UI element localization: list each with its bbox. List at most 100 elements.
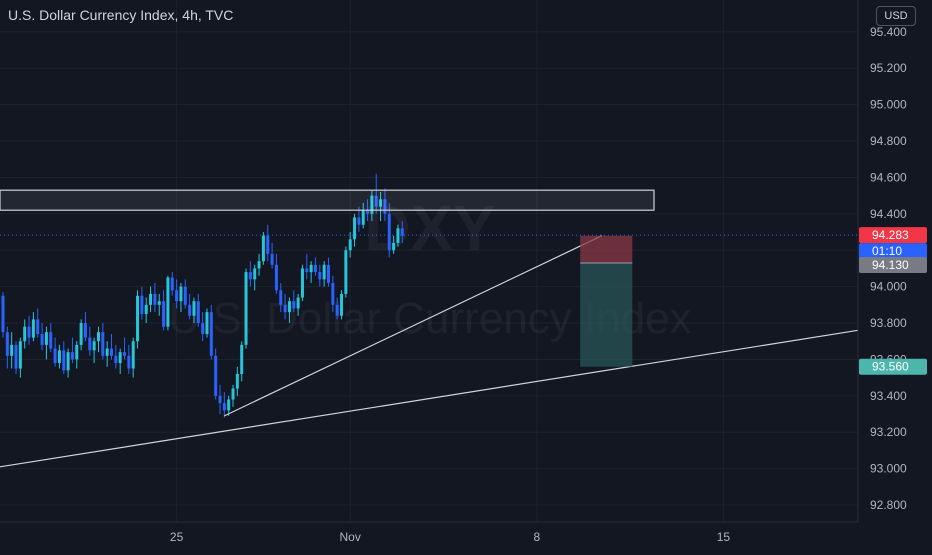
countdown-label: 01:10	[872, 244, 902, 258]
entry-price-label: 94.130	[872, 258, 909, 272]
candle-body	[244, 272, 248, 345]
candle-body	[175, 290, 179, 302]
countdown-label-bg	[859, 243, 927, 260]
candle-body	[335, 304, 339, 316]
candle-body	[279, 290, 283, 305]
candle-body	[348, 239, 352, 251]
y-tick-label: 95.000	[870, 98, 907, 112]
target-price-label: 93.560	[872, 360, 909, 374]
candle-body	[240, 344, 244, 374]
candle-body	[40, 333, 44, 345]
candle-body	[235, 374, 239, 389]
y-tick-label: 94.000	[870, 280, 907, 294]
candle-body	[1, 295, 5, 333]
candle-body	[257, 261, 261, 269]
candle-body	[136, 295, 140, 342]
y-tick-label: 93.800	[870, 316, 907, 330]
y-tick-label: 93.200	[870, 425, 907, 439]
candle-body	[144, 304, 148, 314]
x-tick-label: Nov	[340, 530, 361, 544]
candle-body	[340, 293, 344, 316]
candle-body	[218, 395, 222, 404]
candle-body	[248, 272, 252, 280]
y-tick-label: 95.400	[870, 25, 907, 39]
candle-body	[23, 326, 27, 342]
candle-body	[344, 250, 348, 294]
x-tick-label: 15	[717, 530, 731, 544]
candle-body	[44, 332, 48, 345]
candle-body	[292, 301, 296, 309]
candle-body	[123, 352, 127, 356]
candle-body	[5, 332, 9, 356]
candle-body	[101, 332, 105, 356]
candle-body	[400, 228, 404, 236]
candle-body	[383, 199, 387, 214]
candle-body	[318, 272, 322, 280]
candle-body	[379, 199, 383, 207]
candle-body	[313, 264, 317, 273]
candle-body	[162, 301, 166, 327]
candle-body	[361, 210, 365, 225]
candle-body	[222, 403, 226, 411]
candle-body	[18, 341, 22, 369]
candle-body	[49, 332, 53, 349]
candle-body	[283, 304, 287, 313]
candle-body	[83, 323, 87, 338]
candle-body	[287, 301, 291, 313]
candle-body	[114, 355, 118, 364]
candle-body	[149, 293, 153, 305]
candle-body	[374, 195, 378, 207]
candle-body	[274, 264, 278, 291]
entry-price-label-bg	[859, 256, 927, 273]
short-trendline	[224, 235, 603, 417]
currency-button[interactable]: USD	[876, 6, 916, 26]
candle-body	[266, 235, 270, 254]
candle-body	[31, 319, 35, 338]
candle-body	[88, 337, 92, 351]
candle-body	[96, 332, 100, 342]
candle-body	[305, 268, 309, 273]
candle-body	[57, 350, 61, 364]
candle-body	[392, 242, 396, 251]
candle-body	[387, 213, 391, 251]
stop-loss-zone	[580, 235, 633, 263]
candle-body	[353, 217, 357, 240]
long-trendline	[0, 329, 859, 468]
candle-body	[322, 264, 326, 280]
target-price-label-bg	[859, 358, 927, 375]
y-tick-label: 92.800	[870, 498, 907, 512]
candle-body	[14, 344, 18, 369]
y-tick-label: 95.200	[870, 61, 907, 75]
candle-body	[157, 301, 161, 305]
candle-body	[227, 399, 231, 411]
candle-body	[127, 355, 131, 369]
candle-body	[140, 295, 144, 314]
candle-body	[92, 341, 96, 351]
resistance-zone	[0, 189, 655, 211]
candle-body	[70, 352, 74, 360]
candle-body	[75, 344, 79, 360]
candle-body	[131, 341, 135, 369]
candle-body	[53, 348, 57, 364]
candle-body	[192, 301, 196, 316]
candle-body	[370, 195, 374, 214]
candle-body	[170, 277, 174, 291]
candle-body	[166, 277, 170, 327]
candle-body	[179, 286, 183, 302]
candle-body	[118, 352, 122, 364]
candle-body	[10, 344, 14, 356]
take-profit-zone	[580, 262, 633, 367]
candle-body	[270, 253, 274, 265]
y-tick-label: 93.000	[870, 462, 907, 476]
candle-body	[36, 319, 40, 334]
candle-body	[62, 350, 66, 371]
candle-body	[327, 264, 330, 283]
x-tick-label: 8	[533, 530, 540, 544]
candle-body	[110, 348, 113, 356]
candle-body	[105, 348, 109, 356]
y-tick-label: 93.400	[870, 389, 907, 403]
candle-body	[153, 293, 157, 305]
current-price-label: 94.283	[872, 228, 909, 242]
